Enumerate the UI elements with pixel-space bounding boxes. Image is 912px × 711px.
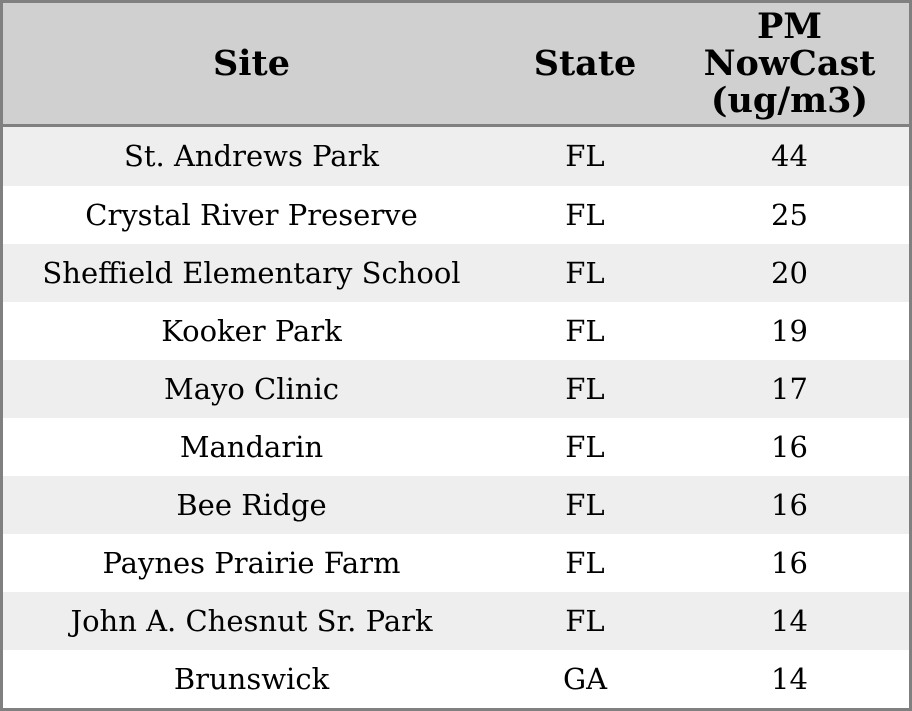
site-cell: Mayo Clinic — [164, 371, 339, 406]
pm-nowcast-cell: 20 — [771, 255, 808, 290]
table-row: St. Andrews Park FL 44 — [3, 125, 909, 186]
col-header-state: State — [500, 3, 670, 127]
table-row: Paynes Prairie Farm FL 16 — [3, 533, 909, 592]
table-row: Mayo Clinic FL 17 — [3, 359, 909, 418]
pm-nowcast-cell: 16 — [771, 487, 808, 522]
pm-nowcast-cell: 14 — [771, 661, 808, 696]
pm-nowcast-table: Site State PM NowCast (ug/m3) St. Andrew… — [3, 3, 909, 708]
state-cell: FL — [565, 603, 605, 638]
state-cell: FL — [565, 371, 605, 406]
site-cell: John A. Chesnut Sr. Park — [70, 603, 433, 638]
table-body: St. Andrews Park FL 44 Crystal River Preser… — [3, 125, 909, 708]
state-cell: FL — [565, 545, 605, 580]
pm-nowcast-cell: 44 — [771, 139, 808, 174]
state-cell: FL — [565, 313, 605, 348]
state-cell: GA — [562, 661, 608, 696]
site-cell: Bee Ridge — [176, 487, 327, 522]
table-row: Crystal River Preserve FL 25 — [3, 185, 909, 244]
site-cell: Paynes Prairie Farm — [102, 545, 401, 580]
table-row: Bee Ridge FL 16 — [3, 475, 909, 534]
state-cell: FL — [565, 429, 605, 464]
state-cell: FL — [565, 197, 605, 232]
pm-nowcast-cell: 17 — [771, 371, 808, 406]
table-row: Mandarin FL 16 — [3, 417, 909, 476]
site-cell: Sheffield Elementary School — [42, 255, 461, 290]
state-cell: FL — [565, 487, 605, 522]
pm-nowcast-cell: 16 — [771, 545, 808, 580]
col-header-site: Site — [3, 3, 500, 127]
table-row: John A. Chesnut Sr. Park FL 14 — [3, 591, 909, 650]
table-row: Sheffield Elementary School FL 20 — [3, 243, 909, 302]
pm-nowcast-cell: 19 — [771, 313, 808, 348]
table-row: Kooker Park FL 19 — [3, 301, 909, 360]
state-cell: FL — [565, 139, 605, 174]
col-header-pm-nowcast: PM NowCast (ug/m3) — [670, 3, 909, 127]
pm-nowcast-cell: 14 — [771, 603, 808, 638]
pm-nowcast-cell: 25 — [771, 197, 808, 232]
site-cell: St. Andrews Park — [123, 139, 380, 174]
site-cell: Crystal River Preserve — [85, 197, 418, 232]
table-row: Brunswick GA 14 — [3, 649, 909, 708]
site-cell: Kooker Park — [161, 313, 342, 348]
site-cell: Brunswick — [173, 661, 330, 696]
state-cell: FL — [565, 255, 605, 290]
site-cell: Mandarin — [179, 429, 324, 464]
header-row: Site State PM NowCast (ug/m3) — [3, 3, 909, 127]
pm-nowcast-cell: 16 — [771, 429, 808, 464]
